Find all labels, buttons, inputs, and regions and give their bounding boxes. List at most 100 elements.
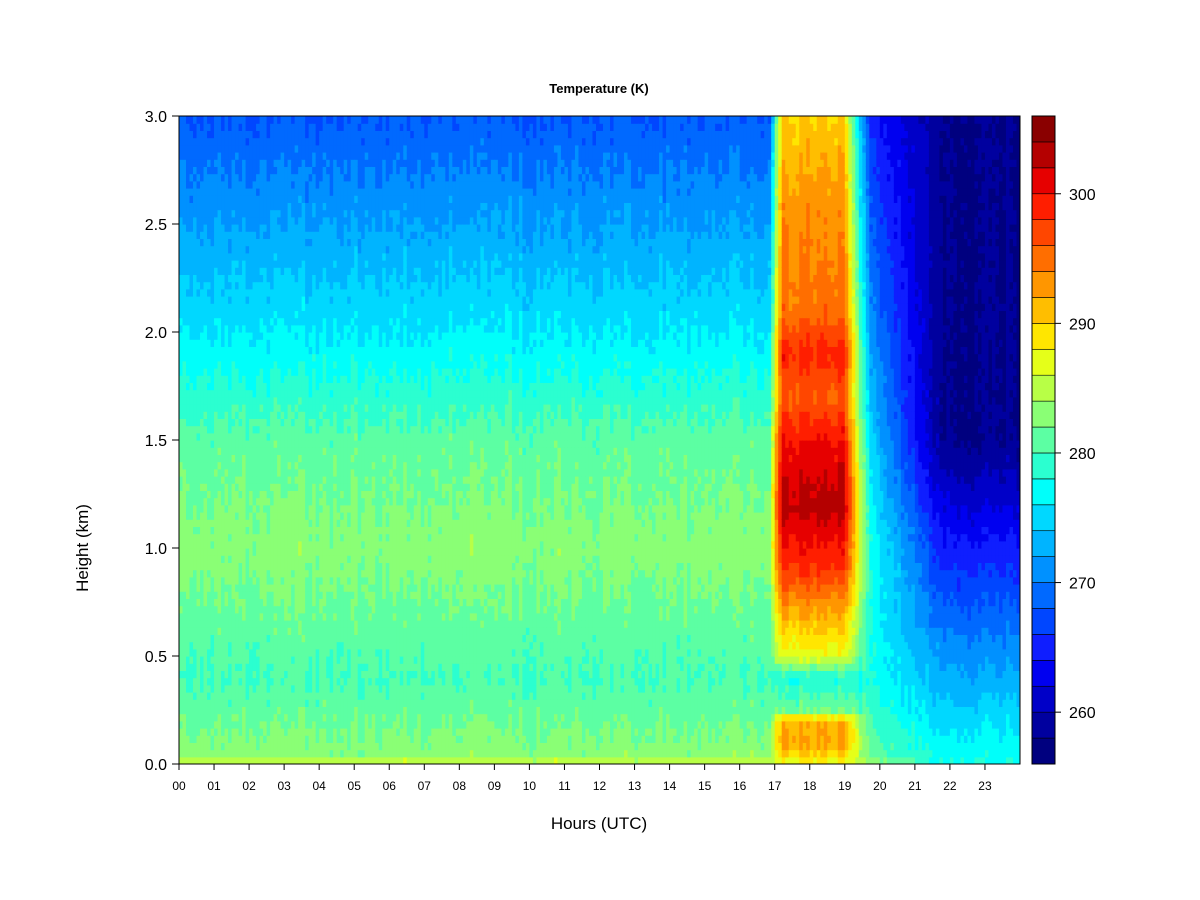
heatmap-cell	[277, 476, 281, 484]
heatmap-cell	[298, 303, 302, 311]
heatmap-cell	[291, 620, 295, 628]
heatmap-cell	[351, 591, 355, 599]
heatmap-cell	[207, 303, 211, 311]
heatmap-cell	[326, 325, 330, 333]
heatmap-cell	[309, 267, 313, 275]
heatmap-cell	[361, 339, 365, 347]
heatmap-cell	[326, 706, 330, 714]
heatmap-cell	[316, 397, 320, 405]
heatmap-cell	[267, 418, 271, 426]
heatmap-cell	[330, 505, 334, 513]
heatmap-cell	[309, 678, 313, 686]
heatmap-cell	[326, 627, 330, 635]
heatmap-cell	[246, 390, 250, 398]
heatmap-cell	[218, 217, 222, 225]
heatmap-cell	[179, 303, 183, 311]
heatmap-cell	[361, 210, 365, 218]
heatmap-cell	[225, 274, 229, 282]
heatmap-cell	[242, 404, 246, 412]
heatmap-cell	[298, 555, 302, 563]
heatmap-cell	[319, 195, 323, 203]
heatmap-cell	[211, 742, 215, 750]
heatmap-cell	[218, 260, 222, 268]
heatmap-cell	[221, 238, 225, 246]
heatmap-cell	[309, 462, 313, 470]
heatmap-cell	[358, 570, 362, 578]
heatmap-cell	[225, 310, 229, 318]
heatmap-cell	[340, 231, 344, 239]
heatmap-cell	[316, 714, 320, 722]
heatmap-cell	[179, 289, 183, 297]
heatmap-cell	[246, 318, 250, 326]
heatmap-cell	[204, 505, 208, 513]
heatmap-cell	[305, 534, 309, 542]
heatmap-cell	[347, 375, 351, 383]
heatmap-cell	[270, 397, 274, 405]
heatmap-cell	[190, 188, 194, 196]
heatmap-cell	[295, 390, 299, 398]
heatmap-cell	[302, 195, 306, 203]
heatmap-cell	[211, 253, 215, 261]
heatmap-cell	[256, 325, 260, 333]
heatmap-cell	[372, 512, 376, 520]
heatmap-cell	[337, 397, 341, 405]
heatmap-cell	[291, 519, 295, 527]
heatmap-cell	[204, 742, 208, 750]
heatmap-cell	[242, 339, 246, 347]
heatmap-cell	[263, 483, 267, 491]
heatmap-cell	[323, 462, 327, 470]
heatmap-cell	[281, 418, 285, 426]
heatmap-cell	[207, 181, 211, 189]
heatmap-cell	[361, 181, 365, 189]
heatmap-cell	[260, 282, 264, 290]
heatmap-cell	[214, 598, 218, 606]
heatmap-cell	[291, 721, 295, 729]
heatmap-cell	[312, 433, 316, 441]
heatmap-cell	[302, 627, 306, 635]
heatmap-cell	[351, 138, 355, 146]
heatmap-cell	[218, 296, 222, 304]
heatmap-cell	[221, 728, 225, 736]
heatmap-cell	[309, 318, 313, 326]
heatmap-cell	[323, 382, 327, 390]
heatmap-cell	[246, 433, 250, 441]
heatmap-cell	[179, 606, 183, 614]
heatmap-cell	[225, 649, 229, 657]
heatmap-cell	[302, 188, 306, 196]
heatmap-cell	[309, 728, 313, 736]
heatmap-cell	[330, 670, 334, 678]
heatmap-cell	[260, 354, 264, 362]
heatmap-cell	[179, 570, 183, 578]
heatmap-cell	[253, 454, 257, 462]
heatmap-cell	[347, 663, 351, 671]
heatmap-cell	[221, 274, 225, 282]
heatmap-cell	[246, 224, 250, 232]
heatmap-cell	[197, 397, 201, 405]
heatmap-cell	[361, 440, 365, 448]
heatmap-cell	[228, 670, 232, 678]
heatmap-cell	[211, 512, 215, 520]
heatmap-cell	[193, 642, 197, 650]
heatmap-cell	[218, 606, 222, 614]
heatmap-cell	[298, 116, 302, 124]
heatmap-cell	[239, 562, 243, 570]
heatmap-cell	[242, 210, 246, 218]
heatmap-cell	[232, 159, 236, 167]
heatmap-cell	[246, 663, 250, 671]
heatmap-cell	[274, 512, 278, 520]
heatmap-cell	[228, 519, 232, 527]
heatmap-cell	[368, 130, 372, 138]
heatmap-cell	[256, 440, 260, 448]
heatmap-cell	[305, 498, 309, 506]
heatmap-cell	[200, 613, 204, 621]
heatmap-cell	[295, 217, 299, 225]
heatmap-cell	[347, 750, 351, 758]
heatmap-cell	[232, 642, 236, 650]
heatmap-cell	[211, 303, 215, 311]
heatmap-cell	[361, 354, 365, 362]
heatmap-cell	[351, 541, 355, 549]
heatmap-cell	[179, 656, 183, 664]
heatmap-cell	[214, 404, 218, 412]
heatmap-cell	[239, 188, 243, 196]
heatmap-cell	[330, 728, 334, 736]
